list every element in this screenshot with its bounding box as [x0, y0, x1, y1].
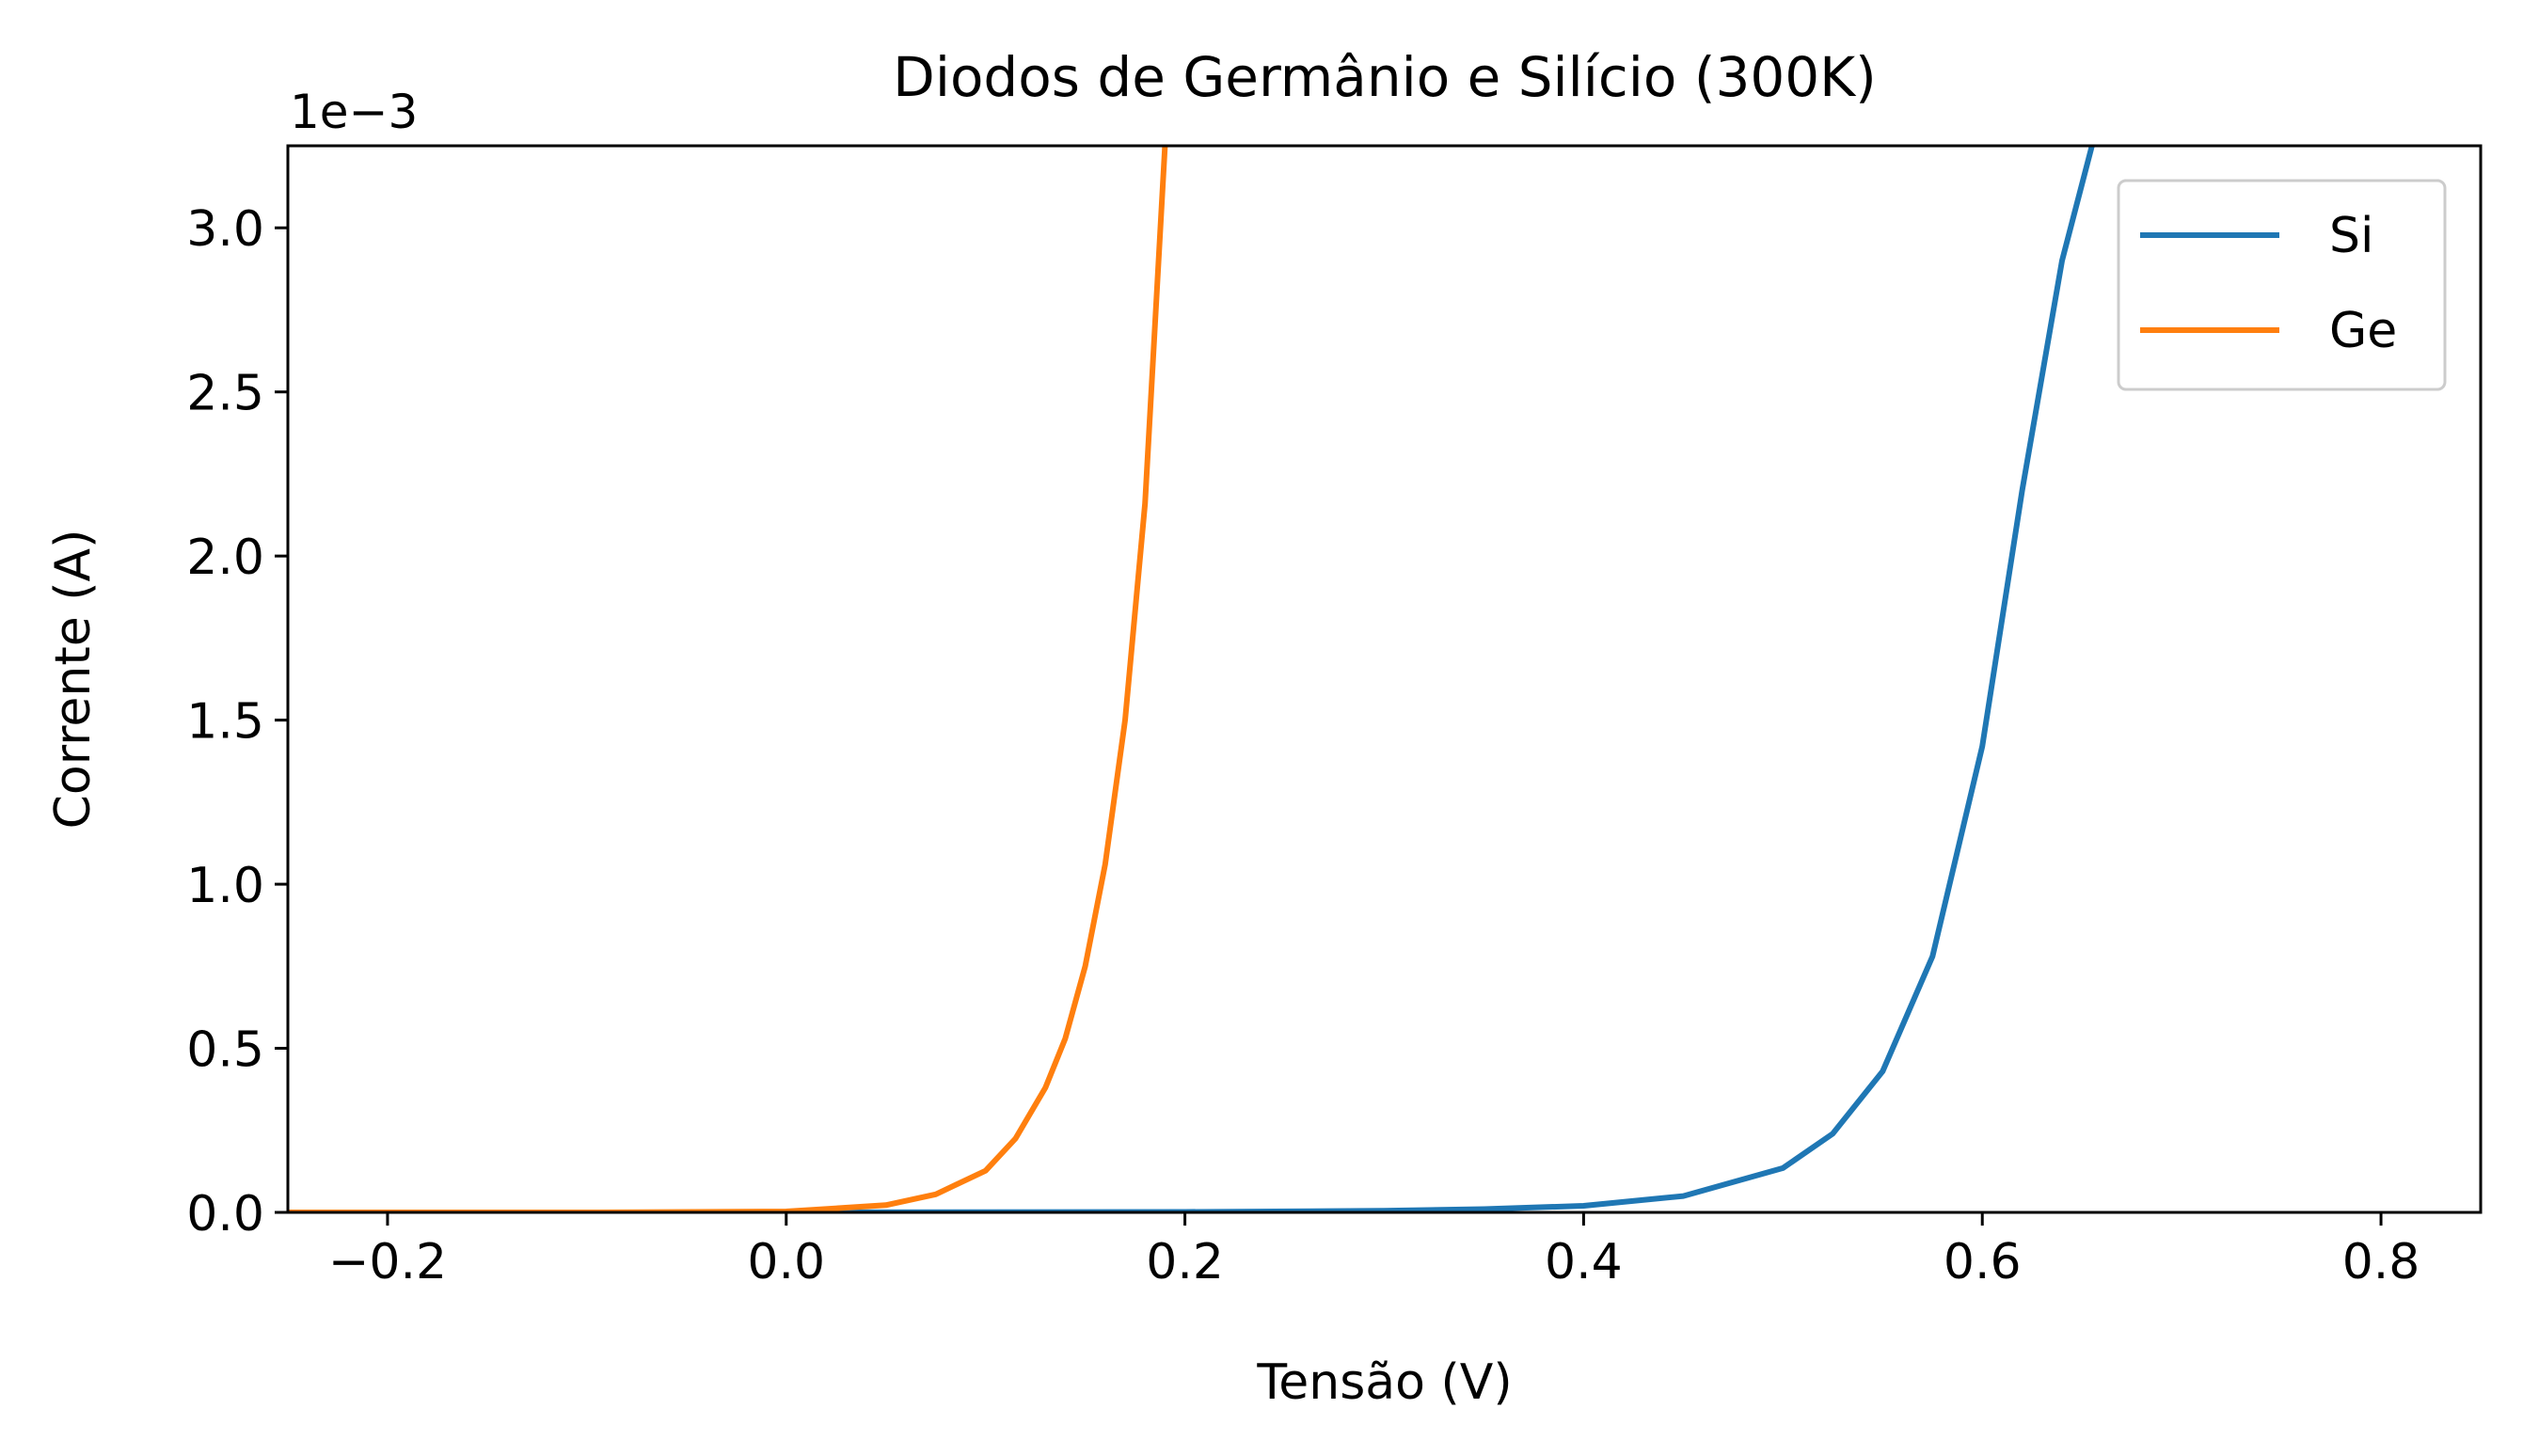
y-tick-label: 0.5 [186, 1022, 264, 1079]
y-axis-ticks: 0.0 0.5 1.0 1.5 2.0 2.5 3.0 [186, 201, 288, 1242]
x-axis-label: Tensão (V) [1256, 1354, 1512, 1411]
x-axis-ticks: −0.2 0.0 0.2 0.4 0.6 0.8 [328, 1212, 2420, 1290]
y-tick-label: 0.0 [186, 1186, 264, 1242]
x-tick-label: 0.8 [2342, 1234, 2420, 1290]
y-tick-label: 3.0 [186, 201, 264, 258]
y-tick-label: 2.0 [186, 530, 264, 586]
legend: Si Ge [2117, 179, 2447, 391]
y-offset-label: 1e−3 [290, 85, 418, 139]
x-tick-label: 0.4 [1545, 1234, 1623, 1290]
x-tick-label: −0.2 [328, 1234, 447, 1290]
y-tick-label: 2.5 [186, 366, 264, 422]
chart-title: Diodos de Germânio e Silício (300K) [893, 45, 1877, 109]
x-tick-label: 0.6 [1944, 1234, 2022, 1290]
legend-label-ge: Ge [2329, 303, 2397, 359]
plot-frame [286, 144, 2483, 1214]
x-tick-label: 0.2 [1146, 1234, 1224, 1290]
legend-label-si: Si [2329, 208, 2373, 264]
y-axis-label: Corrente (A) [45, 530, 102, 830]
y-tick-label: 1.5 [186, 694, 264, 751]
series-line-ge [288, 146, 1168, 1212]
y-tick-label: 1.0 [186, 858, 264, 914]
x-tick-label: 0.0 [747, 1234, 825, 1290]
